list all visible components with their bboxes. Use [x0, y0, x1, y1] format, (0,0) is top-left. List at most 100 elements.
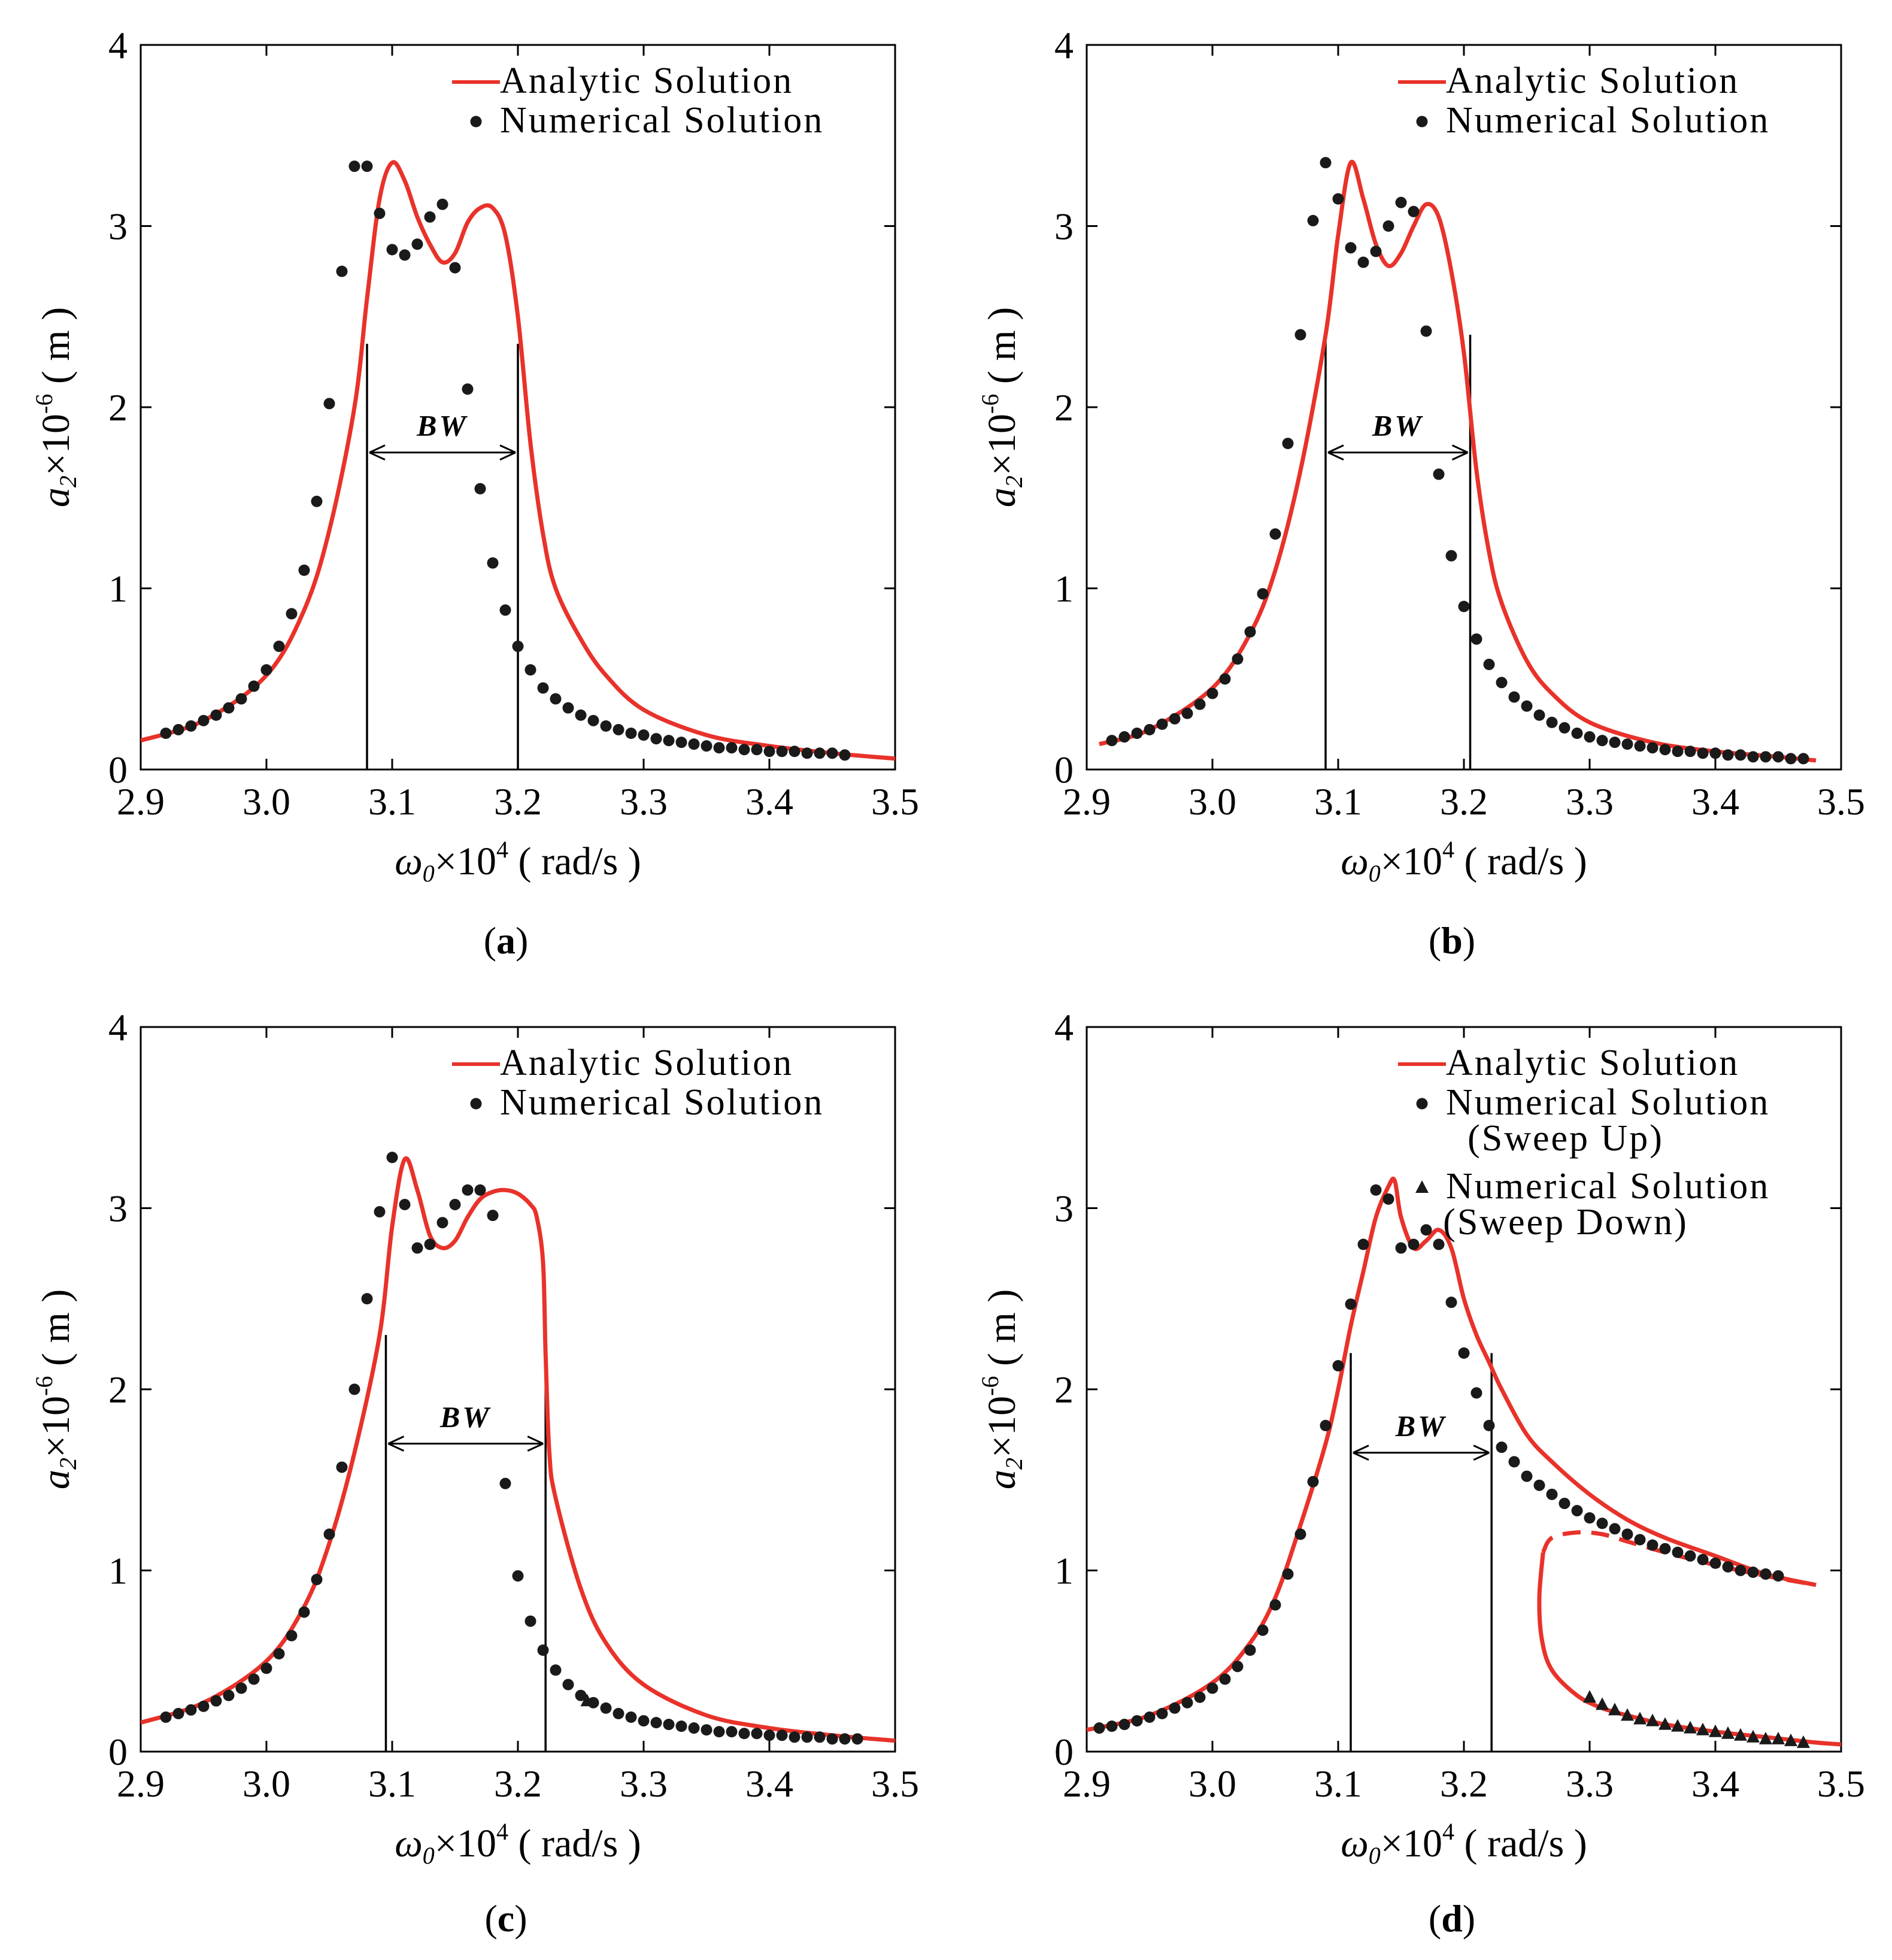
- numerical-point: [726, 1726, 738, 1738]
- x-tick-label: 2.9: [117, 780, 165, 823]
- numerical-point: [1684, 746, 1696, 758]
- numerical-point: [462, 1184, 474, 1196]
- x-title-subscript: 0: [423, 860, 435, 887]
- numerical-point: [487, 557, 499, 569]
- numerical-point: [1093, 1722, 1105, 1734]
- numerical-point: [436, 1217, 448, 1229]
- y-title-subscript: 2: [1000, 475, 1027, 487]
- x-title-subscript: 0: [423, 1842, 435, 1869]
- x-tick-label: 3.5: [1817, 1762, 1865, 1805]
- numerical-point: [1760, 1568, 1772, 1580]
- y-title-subscript: 2: [54, 1458, 81, 1470]
- y-title-symbol: a: [34, 487, 78, 507]
- plot-frame: [1086, 44, 1842, 771]
- numerical-point: [688, 738, 700, 750]
- numerical-point: [512, 640, 524, 652]
- numerical-point: [1596, 1517, 1608, 1529]
- numerical-point: [1408, 1238, 1420, 1250]
- numerical-point: [1772, 751, 1784, 763]
- numerical-sweep-down-triangle: [1747, 1729, 1760, 1743]
- numerical-point: [776, 746, 788, 758]
- numerical-point: [1118, 731, 1130, 743]
- numerical-point: [1294, 1528, 1306, 1540]
- numerical-point: [1433, 1238, 1445, 1250]
- x-title-symbol: ω: [1341, 1822, 1369, 1865]
- y-tick-label: 0: [1054, 1731, 1074, 1773]
- y-tick-label: 3: [1054, 1187, 1074, 1230]
- numerical-point: [273, 1648, 285, 1660]
- numerical-point: [298, 564, 310, 576]
- numerical-point: [386, 1152, 398, 1164]
- numerical-point: [1747, 1567, 1759, 1579]
- x-tick-label: 3.2: [494, 780, 542, 823]
- numerical-point: [361, 160, 373, 172]
- numerical-point: [223, 1689, 235, 1701]
- numerical-point: [474, 483, 486, 495]
- x-tick-label: 3.5: [1817, 780, 1865, 823]
- numerical-sweep-down-triangle: [1608, 1702, 1621, 1716]
- numerical-point: [185, 720, 197, 732]
- numerical-point: [1282, 438, 1294, 449]
- numerical-sweep-down-triangle: [1583, 1690, 1596, 1703]
- numerical-point: [1621, 1528, 1633, 1540]
- numerical-point: [826, 747, 838, 759]
- numerical-point: [600, 1702, 612, 1714]
- x-tick-label: 3.0: [242, 1762, 290, 1805]
- numerical-point: [1357, 1238, 1369, 1250]
- numerical-point: [499, 1477, 511, 1489]
- x-tick-label: 3.4: [745, 1762, 793, 1805]
- numerical-point: [1735, 1565, 1747, 1576]
- x-tick-label: 2.9: [117, 1762, 165, 1805]
- y-tick-label: 3: [108, 1187, 128, 1230]
- numerical-point: [1634, 1534, 1646, 1546]
- numerical-point: [1282, 1568, 1294, 1580]
- plot-frame: [1086, 1026, 1842, 1753]
- numerical-point: [1219, 673, 1231, 685]
- y-tick-label: 4: [108, 24, 128, 66]
- numerical-point: [436, 198, 448, 210]
- numerical-point: [462, 383, 474, 395]
- numerical-point: [1345, 242, 1357, 254]
- x-tick-label: 3.3: [1566, 780, 1614, 823]
- caption-close: ): [514, 1897, 527, 1940]
- numerical-point: [650, 733, 662, 745]
- numerical-point: [675, 1720, 687, 1732]
- numerical-point: [1420, 1224, 1432, 1236]
- numerical-point: [776, 1729, 788, 1741]
- numerical-point: [814, 1731, 826, 1743]
- y-axis-title: a2×10-6 ( m ): [977, 1289, 1027, 1489]
- legend-sweep-up-sub: (Sweep Up): [1467, 1118, 1664, 1159]
- numerical-point: [336, 1461, 348, 1473]
- numerical-point: [1395, 196, 1407, 208]
- numerical-point: [1596, 735, 1608, 747]
- numerical-point: [738, 744, 750, 756]
- legend-numerical-label: Numerical Solution: [500, 1082, 824, 1123]
- bw-arrow-left-head: [1327, 444, 1344, 461]
- numerical-sweep-down-triangle: [1633, 1711, 1647, 1725]
- numerical-point: [701, 740, 712, 752]
- numerical-sweep-down-triangle: [1772, 1731, 1785, 1744]
- legend-marker-triangle: [1415, 1180, 1429, 1193]
- legend-numerical-label: Numerical Solution: [500, 100, 824, 141]
- numerical-point: [348, 1383, 360, 1395]
- numerical-point: [273, 640, 285, 652]
- numerical-point: [587, 714, 599, 726]
- y-tick-label: 1: [108, 568, 128, 610]
- numerical-point: [348, 160, 360, 172]
- numerical-point: [1609, 737, 1621, 749]
- numerical-sweep-down-triangle: [1721, 1726, 1735, 1739]
- numerical-point: [1647, 742, 1658, 754]
- numerical-point: [1206, 687, 1218, 699]
- numerical-point: [675, 737, 687, 749]
- legend-analytic-label: Analytic Solution: [500, 1043, 793, 1083]
- numerical-point: [1131, 1715, 1143, 1727]
- numerical-point: [223, 702, 235, 714]
- x-tick-label: 2.9: [1063, 780, 1111, 823]
- numerical-point: [185, 1704, 197, 1716]
- legend-sweep-up-label: Numerical Solution: [1446, 1082, 1770, 1123]
- numerical-point: [198, 714, 210, 726]
- numerical-point: [1508, 1456, 1520, 1468]
